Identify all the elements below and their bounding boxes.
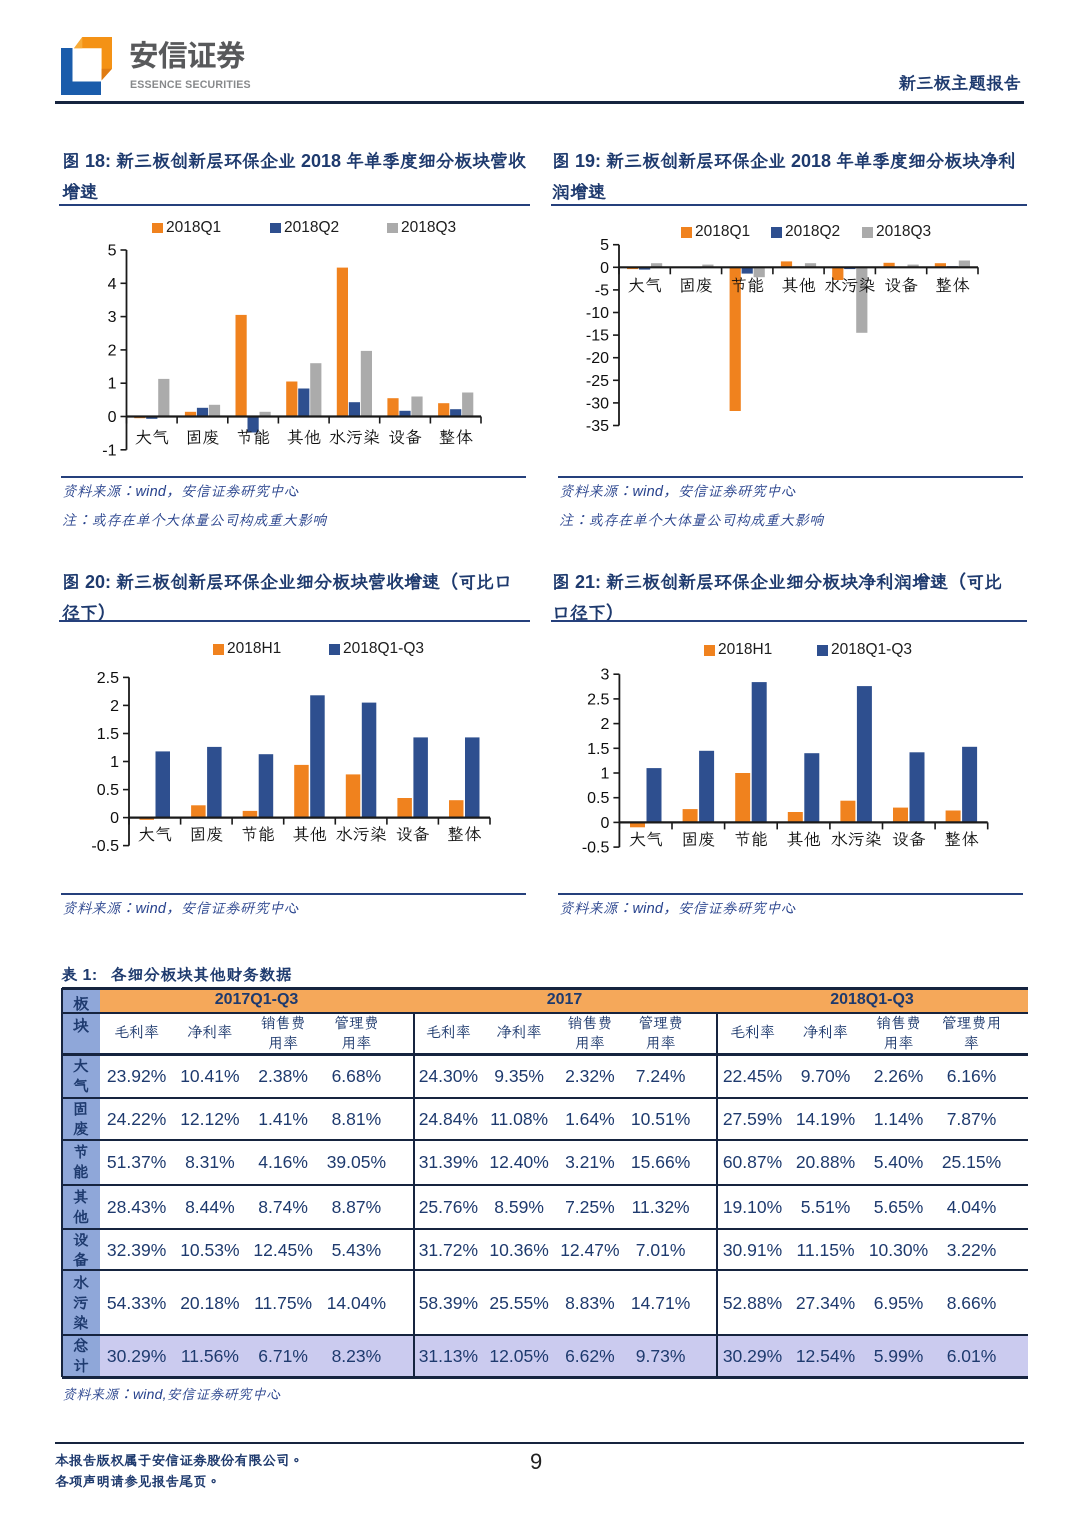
svg-text:大气: 大气 [135, 425, 169, 448]
svg-text:设备: 设备 [892, 827, 926, 850]
svg-text:整体: 整体 [944, 827, 978, 850]
svg-text:大气: 大气 [138, 822, 172, 845]
svg-text:设备: 设备 [396, 822, 430, 845]
svg-text:设备: 设备 [884, 273, 918, 296]
svg-text:其他: 其他 [287, 425, 321, 448]
svg-text:设备: 设备 [388, 425, 422, 448]
svg-text:0: 0 [108, 409, 117, 426]
svg-text:-30: -30 [586, 395, 609, 412]
svg-text:0: 0 [110, 810, 119, 827]
svg-text:整体: 整体 [935, 273, 969, 296]
svg-text:4: 4 [108, 276, 117, 293]
svg-text:-20: -20 [586, 350, 609, 367]
svg-text:大气: 大气 [629, 827, 663, 850]
svg-text:2: 2 [110, 698, 119, 715]
svg-text:水污染: 水污染 [824, 273, 875, 296]
svg-text:-25: -25 [586, 373, 609, 390]
svg-text:水污染: 水污染 [831, 827, 882, 850]
svg-text:3: 3 [600, 667, 609, 684]
svg-text:0: 0 [600, 260, 609, 277]
svg-text:固废: 固废 [189, 822, 223, 845]
svg-text:0.5: 0.5 [587, 790, 609, 807]
svg-text:5: 5 [600, 237, 609, 254]
svg-text:整体: 整体 [439, 425, 473, 448]
svg-text:-1: -1 [102, 442, 116, 459]
svg-text:水污染: 水污染 [336, 822, 387, 845]
svg-text:节能: 节能 [730, 273, 764, 296]
svg-text:2: 2 [600, 716, 609, 733]
svg-text:-10: -10 [586, 305, 609, 322]
svg-text:大气: 大气 [628, 273, 662, 296]
svg-text:整体: 整体 [447, 822, 481, 845]
svg-text:-35: -35 [586, 418, 609, 435]
svg-text:1: 1 [110, 754, 119, 771]
svg-text:水污染: 水污染 [329, 425, 380, 448]
svg-text:5: 5 [108, 243, 117, 260]
svg-text:-0.5: -0.5 [91, 838, 119, 855]
svg-text:节能: 节能 [236, 425, 270, 448]
svg-text:1: 1 [108, 376, 117, 393]
svg-text:-5: -5 [595, 282, 609, 299]
svg-text:0: 0 [600, 815, 609, 832]
svg-text:节能: 节能 [241, 822, 275, 845]
svg-text:2.5: 2.5 [587, 691, 609, 708]
svg-text:1.5: 1.5 [587, 741, 609, 758]
svg-text:1.5: 1.5 [97, 726, 119, 743]
svg-text:固废: 固废 [186, 425, 220, 448]
svg-text:3: 3 [108, 309, 117, 326]
svg-text:其他: 其他 [787, 827, 821, 850]
svg-text:固废: 固废 [681, 827, 715, 850]
svg-text:0.5: 0.5 [97, 782, 119, 799]
svg-text:节能: 节能 [734, 827, 768, 850]
svg-text:固废: 固废 [679, 273, 713, 296]
svg-text:-15: -15 [586, 328, 609, 345]
svg-text:其他: 其他 [293, 822, 327, 845]
svg-text:其他: 其他 [782, 273, 816, 296]
svg-text:-0.5: -0.5 [582, 840, 610, 857]
svg-text:2.5: 2.5 [97, 670, 119, 687]
svg-text:2: 2 [108, 342, 117, 359]
svg-text:1: 1 [600, 766, 609, 783]
